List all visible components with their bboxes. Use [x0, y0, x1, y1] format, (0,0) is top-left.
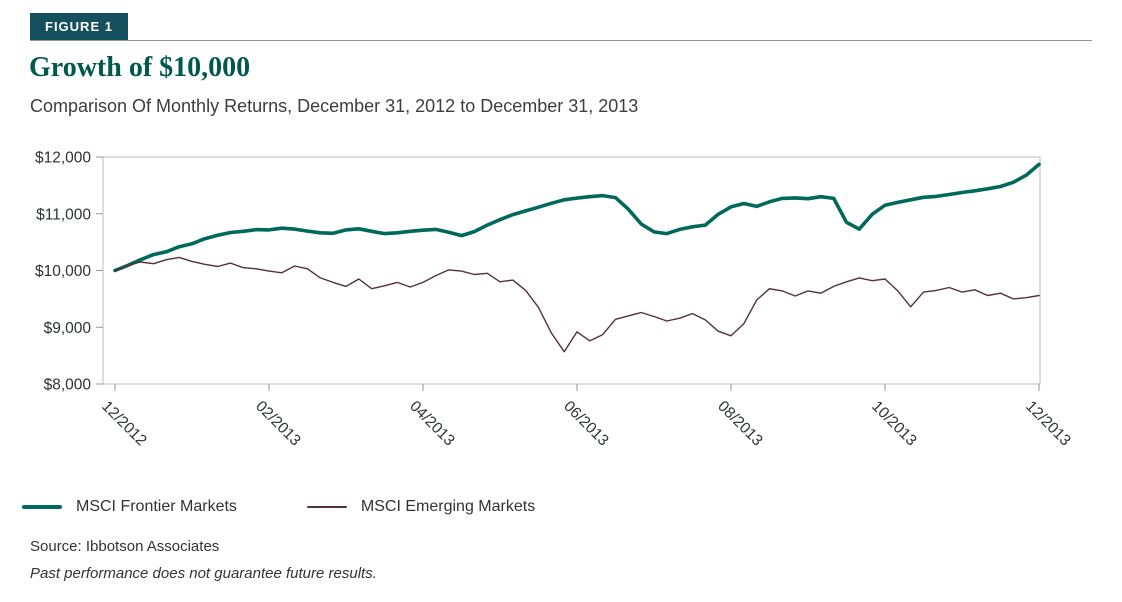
frontier-line-swatch	[22, 505, 62, 509]
chart-title: Growth of $10,000	[29, 52, 251, 83]
svg-text:$10,000: $10,000	[35, 263, 91, 280]
svg-text:12/2013: 12/2013	[1022, 398, 1074, 450]
svg-text:06/2013: 06/2013	[560, 398, 612, 450]
svg-text:$9,000: $9,000	[44, 320, 92, 337]
svg-text:08/2013: 08/2013	[714, 398, 766, 450]
legend-label: MSCI Frontier Markets	[76, 498, 237, 515]
legend-label: MSCI Emerging Markets	[360, 498, 536, 515]
legend-item-frontier: MSCI Frontier Markets	[22, 498, 237, 516]
divider	[30, 40, 1092, 41]
svg-text:$11,000: $11,000	[36, 206, 91, 223]
svg-text:$12,000: $12,000	[35, 150, 91, 167]
figure-badge: FIGURE 1	[30, 13, 128, 41]
chart-subtitle: Comparison Of Monthly Returns, December …	[30, 96, 639, 116]
source-note: Source: Ibbotson Associates	[30, 538, 220, 555]
legend-item-emerging: MSCI Emerging Markets	[306, 498, 536, 516]
svg-text:04/2013: 04/2013	[406, 398, 458, 450]
disclaimer-note: Past performance does not guarantee futu…	[30, 565, 377, 582]
legend: MSCI Frontier Markets MSCI Emerging Mark…	[22, 498, 535, 516]
svg-text:12/2012: 12/2012	[98, 398, 150, 450]
svg-text:10/2013: 10/2013	[868, 398, 920, 450]
svg-text:02/2013: 02/2013	[252, 398, 304, 450]
svg-text:$8,000: $8,000	[44, 377, 92, 394]
emerging-line-swatch	[306, 506, 347, 508]
line-chart: $8,000 $9,000 $10,000 $11,000 $12,000 12/2012…	[35, 150, 1074, 450]
